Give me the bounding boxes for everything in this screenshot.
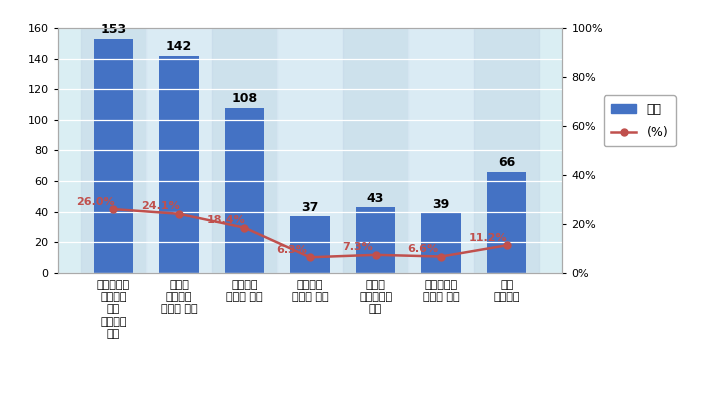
Bar: [408, 28, 474, 273]
Text: 66: 66: [498, 156, 516, 170]
Bar: [356, 207, 395, 273]
Text: 6.3%: 6.3%: [276, 245, 307, 255]
Text: 108: 108: [231, 92, 257, 105]
Text: 24.1%: 24.1%: [141, 201, 180, 211]
Text: 18.4%: 18.4%: [207, 215, 246, 225]
Bar: [225, 107, 264, 273]
Text: 6.6%: 6.6%: [407, 244, 438, 254]
Bar: [474, 28, 539, 273]
Bar: [291, 216, 329, 273]
Bar: [159, 56, 198, 273]
Bar: [422, 213, 461, 273]
Text: 43: 43: [367, 192, 384, 205]
Text: 142: 142: [166, 40, 192, 53]
Text: 11.2%: 11.2%: [469, 233, 508, 243]
Bar: [487, 172, 526, 273]
Bar: [81, 28, 146, 273]
Bar: [94, 39, 133, 273]
Text: 39: 39: [433, 198, 450, 211]
Bar: [342, 28, 408, 273]
Bar: [278, 28, 342, 273]
Legend: 빈도, (%): 빈도, (%): [604, 95, 676, 146]
Text: 7.3%: 7.3%: [342, 242, 373, 252]
Bar: [146, 28, 212, 273]
Text: 26.0%: 26.0%: [76, 196, 115, 207]
Bar: [212, 28, 278, 273]
Text: 37: 37: [301, 201, 319, 214]
Text: 153: 153: [100, 24, 126, 36]
